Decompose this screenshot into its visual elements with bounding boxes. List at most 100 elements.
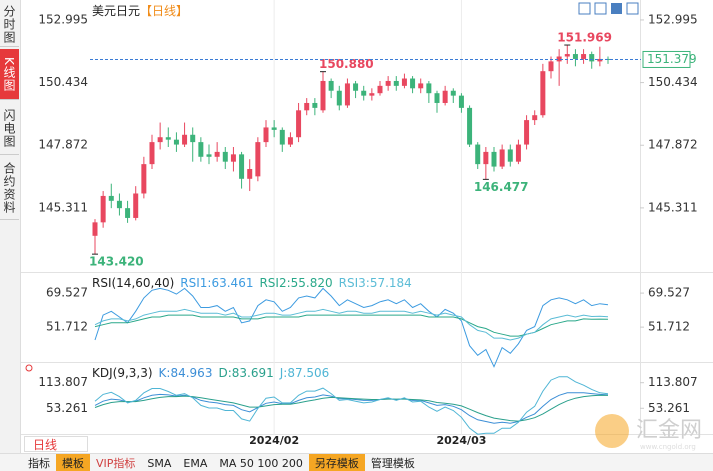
- toolbar-item[interactable]: 另存模板: [308, 454, 365, 471]
- period-selector[interactable]: 日线: [24, 436, 88, 452]
- candle-body: [548, 61, 554, 72]
- candle-body: [230, 154, 236, 162]
- y-tick-label: 53.261: [648, 401, 690, 415]
- annotation: 143.420: [89, 255, 144, 269]
- icon[interactable]: [594, 2, 607, 15]
- candle-body: [312, 102, 318, 108]
- candle-body: [125, 208, 131, 218]
- legend-entry: K:84.963: [159, 366, 213, 380]
- candle-body: [475, 144, 481, 165]
- candle-body: [149, 142, 155, 165]
- watermark-logo: [595, 414, 629, 448]
- candle-body: [92, 222, 98, 236]
- candle-body: [206, 154, 212, 157]
- sidebar: 分时图 K线图闪电图合约资料: [0, 0, 21, 453]
- annotation: 151.969: [557, 31, 612, 45]
- candle-body: [532, 115, 538, 121]
- candle-body: [458, 95, 464, 108]
- period: 【日线】: [140, 4, 188, 18]
- x-tick-label: 2024/03: [436, 434, 486, 447]
- y-tick-label: 51.712: [648, 320, 690, 334]
- last-price-box: [642, 50, 691, 68]
- settings-icon[interactable]: [25, 364, 33, 372]
- sidebar-tab[interactable]: 闪电图: [0, 102, 19, 155]
- candle-body: [377, 85, 383, 94]
- indicator-legend: KDJ(9,3,3) K:84.963 D:83.691 J:87.506: [92, 366, 329, 380]
- candle-body: [564, 54, 570, 57]
- sidebar-tab[interactable]: 分时图: [0, 2, 19, 47]
- candle-body: [385, 80, 391, 86]
- candle-body: [255, 142, 261, 177]
- candle-body: [198, 142, 204, 157]
- candle-body: [540, 71, 546, 116]
- candle-body: [556, 56, 562, 62]
- candle-body: [353, 83, 359, 91]
- indicator-title: KDJ(9,3,3): [92, 366, 153, 380]
- candle-body: [214, 151, 220, 157]
- candle-body: [581, 54, 587, 59]
- annotation: 150.880: [319, 57, 374, 71]
- candle-body: [222, 151, 228, 162]
- indicator-line: [94, 376, 609, 435]
- toolbar-item[interactable]: 模板: [56, 454, 90, 471]
- candle-body: [418, 83, 424, 89]
- y-tick-label: 53.261: [46, 401, 88, 415]
- legend-entry: RSI1:63.461: [180, 276, 253, 290]
- candle-body: [524, 120, 530, 145]
- candle-body: [393, 80, 399, 86]
- candle-body: [483, 151, 489, 165]
- candle-body: [279, 129, 285, 145]
- toolbar-icons[interactable]: [578, 2, 639, 15]
- indicator-line: [94, 392, 609, 424]
- y-tick-label: 113.807: [38, 375, 88, 389]
- toolbar-item[interactable]: VIP指标: [96, 457, 136, 470]
- icon[interactable]: [578, 2, 591, 15]
- candle-body: [572, 54, 578, 59]
- candle-body: [410, 78, 416, 89]
- candle-body: [434, 93, 440, 103]
- y-tick-label: 113.807: [648, 375, 698, 389]
- watermark-url: www.cngold.org: [640, 443, 696, 451]
- last-price-label: 151.379: [647, 52, 697, 66]
- toolbar-item[interactable]: EMA: [183, 456, 208, 470]
- candle-body: [133, 193, 139, 218]
- candle-body: [442, 90, 448, 103]
- candle-body: [426, 83, 432, 94]
- toolbar-item[interactable]: SMA: [147, 456, 172, 470]
- y-tick-label: 150.434: [38, 75, 88, 89]
- candle-body: [271, 127, 277, 130]
- candle-body: [467, 107, 473, 145]
- y-tick-label: 145.311: [648, 200, 698, 214]
- candle-body: [344, 83, 350, 106]
- icon[interactable]: [626, 2, 639, 15]
- icon[interactable]: [611, 3, 622, 14]
- legend-entry: RSI3:57.184: [339, 276, 412, 290]
- y-tick-label: 147.872: [38, 138, 88, 152]
- sidebar-tab[interactable]: K线图: [0, 49, 19, 100]
- candle-body: [450, 90, 456, 96]
- toolbar-item[interactable]: MA 50 100 200: [219, 456, 303, 470]
- indicator-title: RSI(14,60,40): [92, 276, 174, 290]
- toolbar-item[interactable]: 管理模板: [370, 457, 415, 470]
- candle-body: [336, 90, 342, 106]
- sidebar-tab[interactable]: 合约资料: [0, 157, 19, 220]
- candle-body: [165, 137, 171, 140]
- candle-body: [287, 137, 293, 145]
- toolbar-item[interactable]: 指标: [28, 457, 50, 470]
- candle-body: [100, 195, 106, 223]
- y-tick-label: 69.527: [648, 286, 690, 300]
- y-tick-label: 150.434: [648, 75, 698, 89]
- candle-body: [247, 169, 253, 179]
- candle-body: [141, 164, 147, 194]
- y-tick-label: 51.712: [46, 320, 88, 334]
- candle-body: [499, 149, 505, 167]
- candle-body: [263, 127, 269, 143]
- indicator-line: [94, 314, 609, 337]
- candle-body: [108, 195, 114, 201]
- candle-body: [157, 137, 163, 143]
- candle-body: [401, 78, 407, 86]
- indicator-line: [94, 394, 609, 422]
- candle-body: [491, 151, 497, 167]
- candle-body: [369, 93, 375, 96]
